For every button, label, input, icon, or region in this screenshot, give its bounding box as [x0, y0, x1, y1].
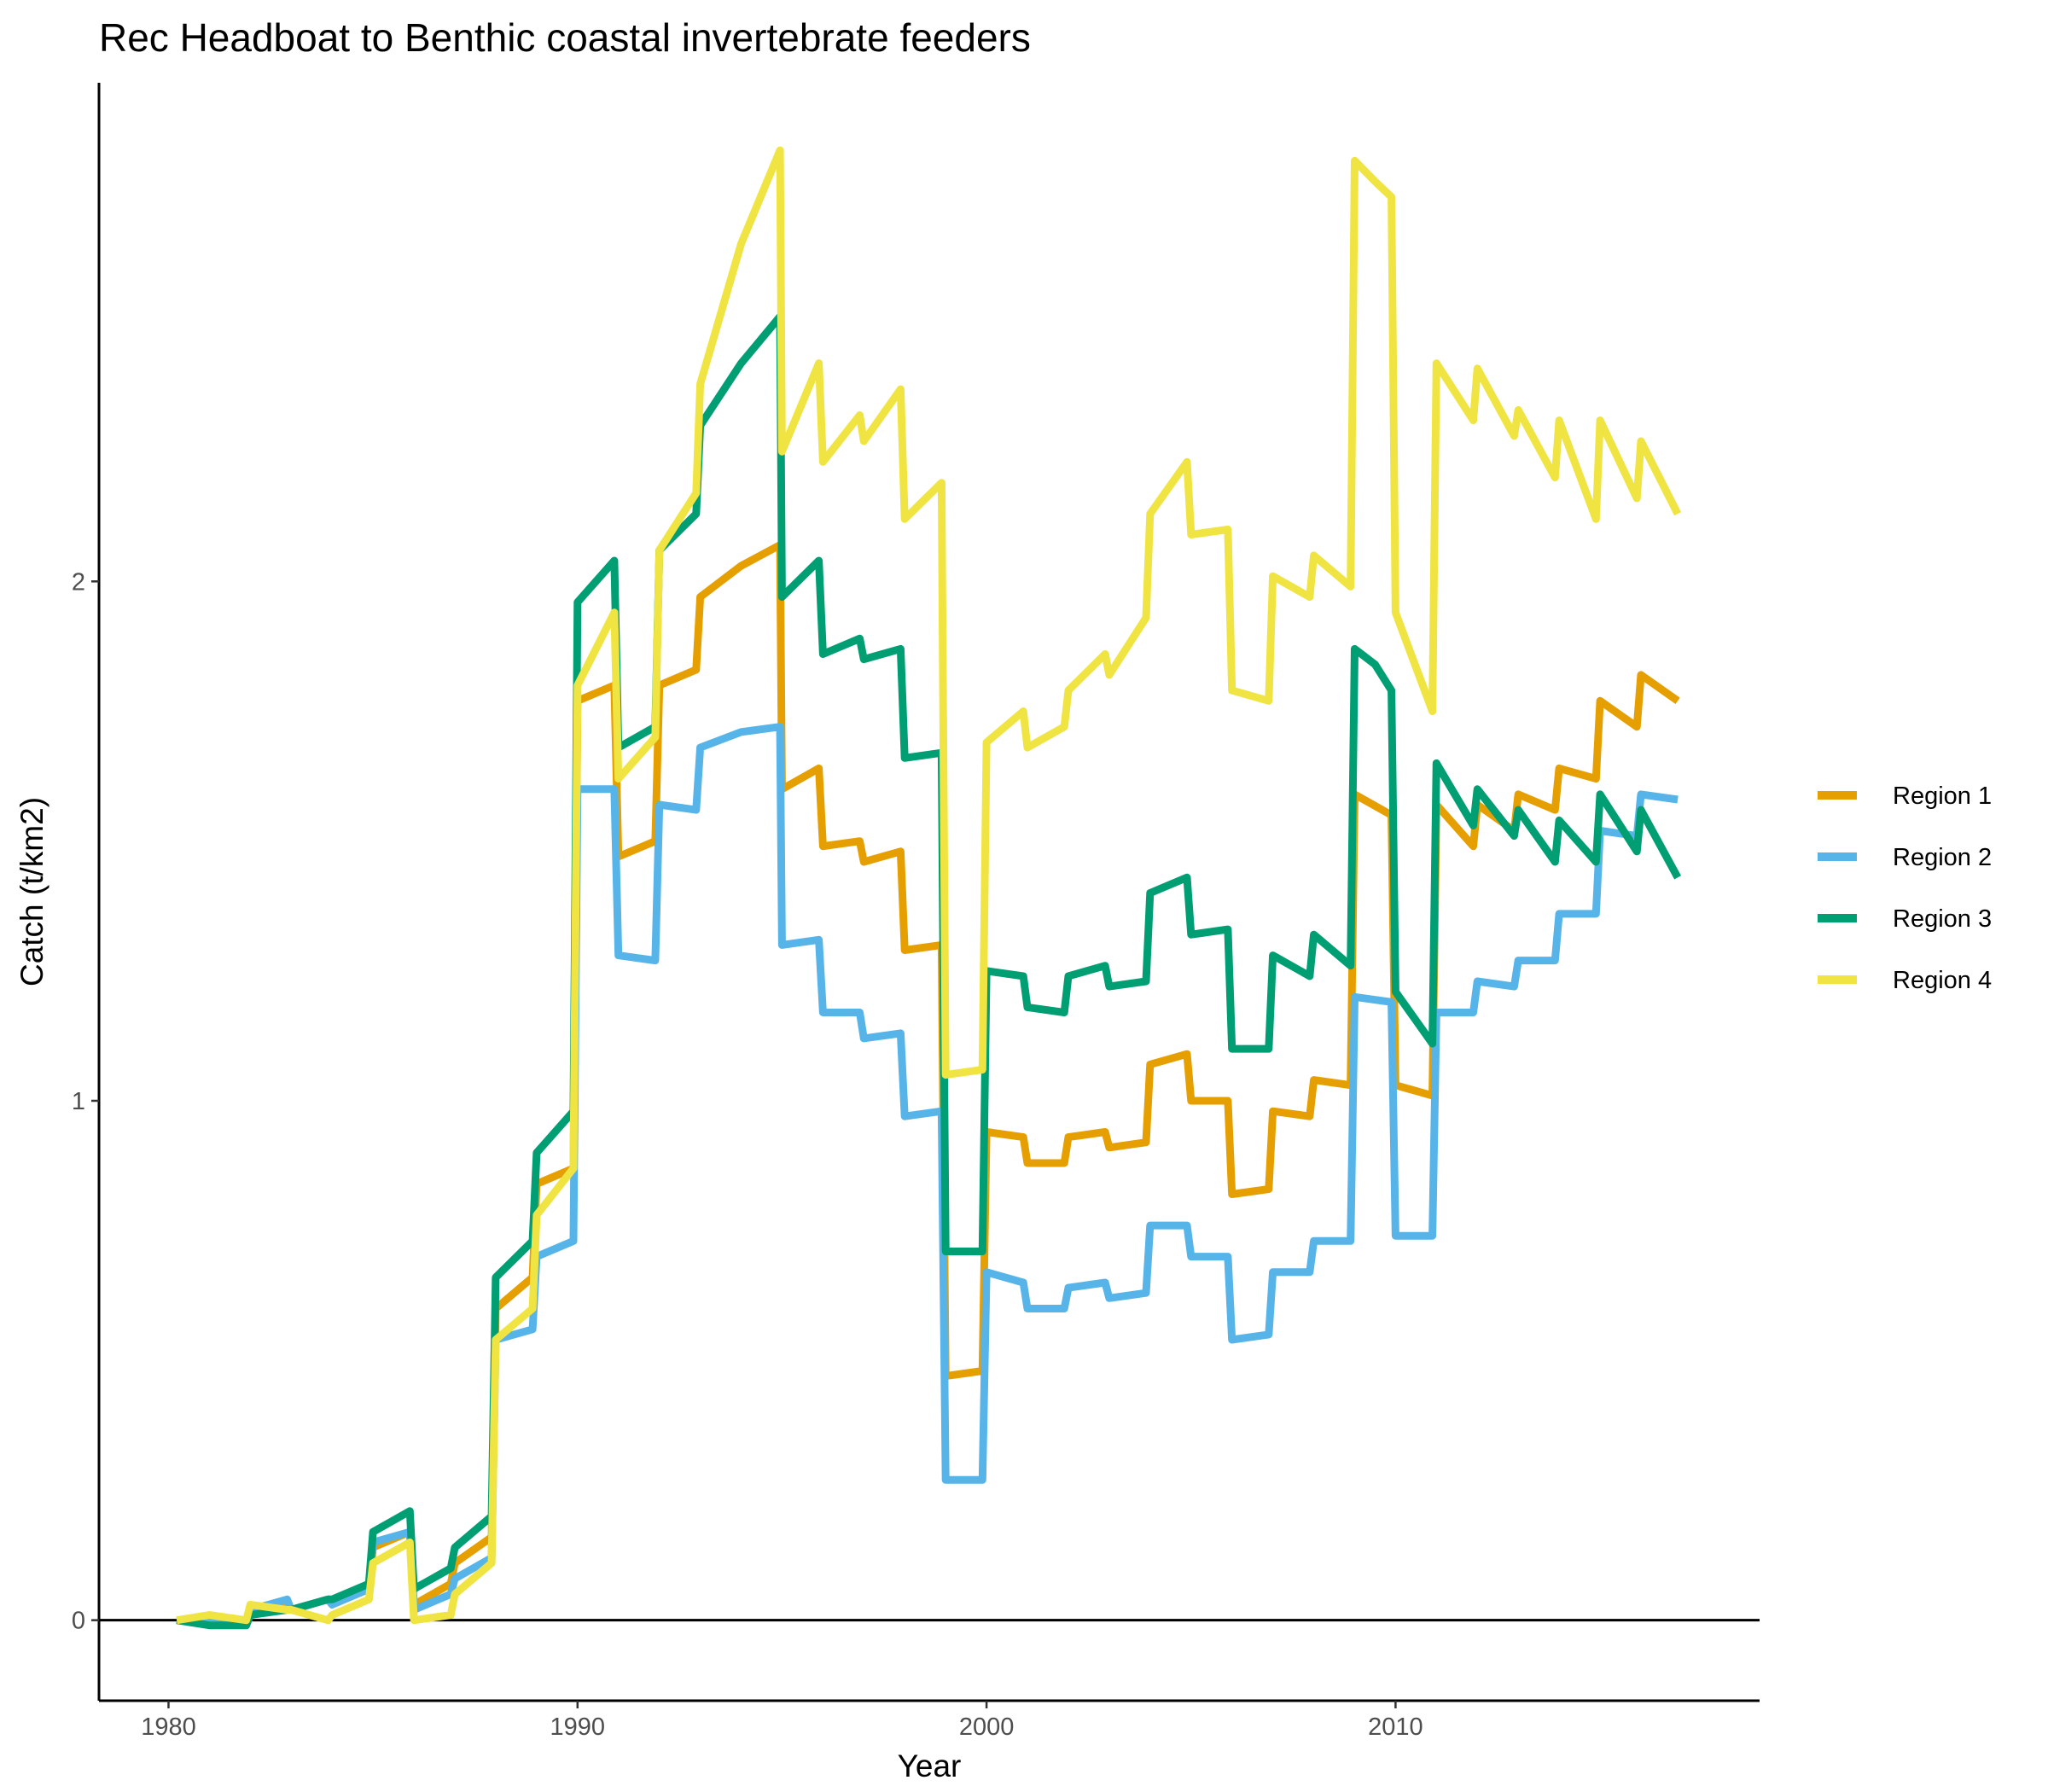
series-line-region-4 [176, 146, 1682, 1625]
series-line-region-2 [177, 723, 1679, 1625]
x-axis-title: Year [898, 1748, 962, 1783]
series-line-region-1 [177, 541, 1680, 1625]
x-ticks: 1980 1990 2000 2010 [141, 1701, 1423, 1741]
y-tick-label: 0 [72, 1608, 85, 1635]
x-tick-label: 1990 [550, 1713, 606, 1741]
x-tick-label: 1980 [141, 1713, 196, 1741]
legend-label-region-3: Region 3 [1893, 905, 1992, 933]
y-tick-label: 1 [72, 1088, 85, 1115]
x-tick-label: 2000 [959, 1713, 1015, 1741]
plot-area: 1980 1990 2000 2010 0 1 2 [72, 83, 1760, 1741]
legend-label-region-4: Region 4 [1893, 967, 1992, 994]
legend: Region 1 Region 2 Region 3 Region 4 [1818, 783, 1992, 994]
x-tick-label: 2010 [1368, 1713, 1423, 1741]
y-axis-title: Catch (t/km2) [15, 797, 49, 986]
y-ticks: 0 1 2 [72, 568, 99, 1635]
series-line-region-3 [176, 312, 1682, 1630]
y-tick-label: 2 [72, 568, 85, 596]
legend-label-region-2: Region 2 [1893, 844, 1992, 871]
series-layer [176, 146, 1682, 1630]
chart-title: Rec Headboat to Benthic coastal inverteb… [99, 15, 1031, 60]
legend-label-region-1: Region 1 [1893, 783, 1992, 810]
